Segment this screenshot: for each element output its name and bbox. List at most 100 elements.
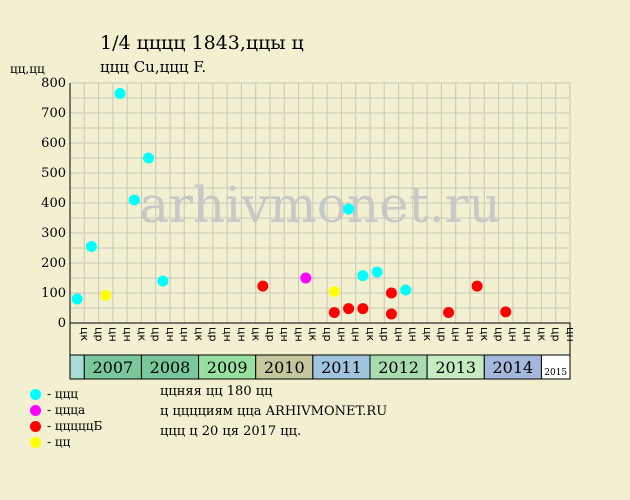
chart-title: 1/4 цццц 1843,ццы ц bbox=[100, 32, 304, 54]
data-point bbox=[300, 272, 312, 284]
x-slot-label: цн bbox=[235, 327, 248, 342]
data-point bbox=[114, 88, 126, 99]
data-point bbox=[471, 280, 483, 292]
x-slot-label: цн bbox=[335, 327, 348, 342]
legend-item-auction: - ццца bbox=[30, 402, 102, 418]
x-slot-label: цк bbox=[535, 327, 548, 341]
year-cell bbox=[369, 354, 428, 380]
legend-item-dealer: - цццццБ bbox=[30, 418, 102, 434]
legend: - ццц - ццца - цццццБ - цц bbox=[30, 386, 102, 450]
year-cell bbox=[312, 354, 371, 380]
x-slot-label: цн bbox=[164, 327, 177, 342]
y-tick-label: 300 bbox=[41, 226, 66, 241]
y-tick-label: 800 bbox=[41, 76, 66, 91]
x-slot-label: цр bbox=[207, 327, 220, 341]
legend-marker-magenta bbox=[30, 404, 41, 416]
data-point bbox=[328, 307, 340, 318]
x-slot-label: цк bbox=[364, 327, 377, 341]
legend-label: - цццццБ bbox=[47, 419, 103, 433]
year-label: 2007 bbox=[92, 358, 133, 377]
x-slot-label: цк bbox=[250, 327, 263, 341]
data-point bbox=[385, 287, 397, 299]
year-label: 2015 bbox=[544, 368, 567, 378]
year-label: 2014 bbox=[492, 358, 533, 377]
slot-band bbox=[69, 322, 571, 356]
x-slot-label: цр bbox=[150, 327, 163, 341]
year-cell bbox=[198, 354, 257, 380]
x-slot-label: цн bbox=[178, 327, 191, 342]
year-cell bbox=[140, 354, 200, 380]
y-axis-label: цц,цц bbox=[10, 62, 45, 76]
x-slot-label: цн bbox=[221, 327, 234, 342]
data-point bbox=[328, 286, 340, 297]
note-date: ццц ц 20 ця 2017 цц. bbox=[160, 424, 302, 439]
year-label: 2009 bbox=[207, 358, 248, 377]
data-point bbox=[385, 308, 397, 320]
legend-label: - ццца bbox=[47, 403, 86, 417]
y-tick-label: 700 bbox=[41, 106, 66, 121]
data-point bbox=[371, 266, 383, 278]
data-point bbox=[357, 270, 369, 282]
data-point bbox=[128, 194, 140, 206]
y-tick-label: 200 bbox=[41, 256, 66, 271]
x-slot-label: цн bbox=[507, 327, 520, 342]
data-point bbox=[85, 241, 97, 252]
year-label: 2012 bbox=[378, 358, 419, 377]
year-cell bbox=[483, 354, 542, 380]
data-point bbox=[343, 303, 355, 315]
year-label: 2010 bbox=[264, 358, 305, 377]
x-slot-label: цн bbox=[392, 327, 405, 342]
x-slot-label: цк bbox=[78, 327, 91, 341]
legend-marker-cyan bbox=[30, 388, 41, 400]
note-average-price: ццняя цц 180 цц bbox=[160, 384, 273, 399]
year-cell bbox=[540, 354, 571, 380]
legend-label: - цц bbox=[47, 435, 71, 449]
x-slot-label: цр bbox=[321, 327, 334, 341]
x-slot-label: цн bbox=[521, 327, 534, 342]
y-tick-label: 600 bbox=[41, 136, 66, 151]
x-slot-label: цк bbox=[478, 327, 491, 341]
x-slot-label: цр bbox=[378, 327, 391, 341]
x-slot-label: цк bbox=[135, 327, 148, 341]
legend-item-issue: - ццц bbox=[30, 386, 102, 402]
data-point bbox=[443, 307, 455, 318]
y-tick-label: 100 bbox=[41, 286, 66, 301]
legend-item-other: - цц bbox=[30, 434, 102, 450]
legend-marker-red bbox=[30, 420, 41, 432]
data-point bbox=[357, 303, 369, 315]
y-tick-label: 0 bbox=[58, 316, 66, 331]
data-point bbox=[500, 306, 512, 318]
x-slot-label: цр bbox=[264, 327, 277, 341]
x-slot-label: цн bbox=[350, 327, 363, 342]
x-slot-label: цк bbox=[307, 327, 320, 341]
note-source: ц цццциям ццa ARHIVMONET.RU bbox=[160, 404, 388, 419]
data-point bbox=[100, 289, 112, 301]
data-point bbox=[157, 275, 169, 287]
data-point bbox=[400, 284, 412, 296]
year-cell bbox=[69, 354, 85, 380]
year-label: 2011 bbox=[321, 358, 362, 377]
notes: ццняя цц 180 цц ц цццциям ццa ARHIVMONET… bbox=[160, 382, 387, 442]
x-slot-label: цн bbox=[278, 327, 291, 342]
x-slot-label: цк bbox=[192, 327, 205, 341]
data-point bbox=[71, 293, 83, 305]
x-slot-label: цн bbox=[407, 327, 420, 342]
x-slot-label: цр bbox=[492, 327, 505, 341]
x-slot-label: цр bbox=[92, 327, 105, 341]
x-slot-label: цн bbox=[464, 327, 477, 342]
year-label: 2013 bbox=[435, 358, 476, 377]
chart-subtitle: ццц Cu,ццц F. bbox=[100, 58, 207, 76]
x-slot-label: цр bbox=[550, 327, 563, 341]
data-point bbox=[143, 152, 155, 164]
legend-marker-yellow bbox=[30, 436, 41, 448]
y-tick-label: 500 bbox=[41, 166, 66, 181]
x-slot-label: цн bbox=[450, 327, 463, 342]
watermark: arhivmonet.ru bbox=[139, 176, 501, 234]
year-cell bbox=[83, 354, 142, 380]
data-point bbox=[257, 280, 269, 292]
x-slot-label: цн bbox=[121, 327, 134, 342]
y-tick-label: 400 bbox=[41, 196, 66, 211]
x-slot-label: цн bbox=[292, 327, 305, 342]
x-slot-label: цк bbox=[421, 327, 434, 341]
